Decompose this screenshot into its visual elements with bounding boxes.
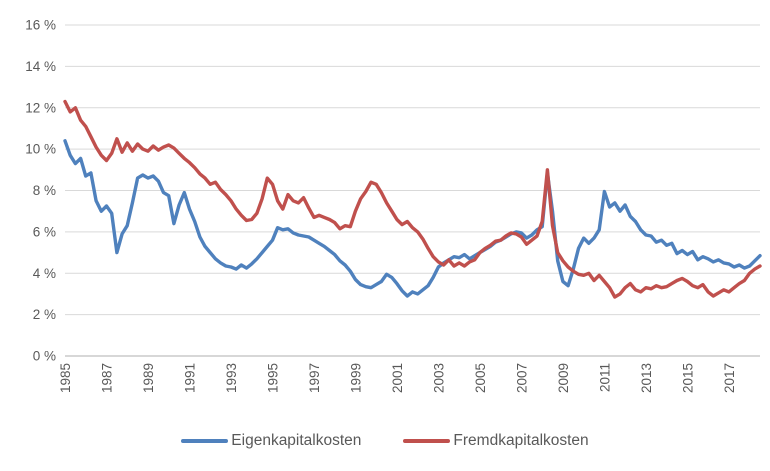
series-line-eigenkapitalkosten [63,139,762,298]
legend-label: Eigenkapitalkosten [231,432,362,449]
x-axis-tick-label: 1991 [182,363,197,393]
legend-line-swatch-red [403,438,451,444]
y-axis-tick-label: 14 % [25,59,56,74]
x-axis-tick-label: 1993 [224,363,239,393]
legend-label: Fremdkapitalkosten [453,432,589,449]
x-axis-tick-label: 1987 [99,363,114,393]
y-axis-tick-label: 2 % [33,307,56,322]
x-axis-tick-label: 1995 [265,363,280,393]
x-axis-tick-label: 1999 [348,363,363,393]
x-axis-tick-label: 2003 [431,363,446,393]
x-axis-tick-label: 2013 [639,363,654,393]
x-axis-tick-label: 1989 [141,363,156,393]
y-axis-tick-label: 0 % [33,349,56,364]
legend-line-swatch-blue [181,438,229,444]
x-axis-tick-label: 2015 [680,363,695,393]
x-axis-tick-label: 2009 [556,363,571,393]
x-axis-tick-label: 2007 [514,363,529,393]
y-axis-tick-label: 6 % [33,224,56,239]
legend: Eigenkapitalkosten Fremdkapitalkosten [0,415,770,467]
plot-region: 0 % 2 % 4 % 6 % 8 % 10 % 12 % 14 % 16 % 1985 1987 1… [25,18,762,393]
legend-item-eigenkapitalkosten: Eigenkapitalkosten [181,432,361,450]
x-axis-tick-label: 2017 [722,363,737,393]
y-axis-tick-label: 10 % [25,142,56,157]
x-axis-tick-label: 1985 [58,363,73,393]
x-axis-tick-label: 1997 [307,363,322,393]
x-axis-tick-label: 2005 [473,363,488,393]
legend-item-fremdkapitalkosten: Fremdkapitalkosten [403,432,589,450]
x-axis-tick-label: 2011 [597,363,612,392]
series-line-fremdkapitalkosten [63,99,762,299]
y-axis-tick-label: 4 % [33,266,56,281]
line-chart-svg: 0 % 2 % 4 % 6 % 8 % 10 % 12 % 14 % 16 % 1985 1987 1… [25,18,762,393]
x-axis-tick-label: 2001 [390,363,405,393]
y-axis-tick-label: 8 % [33,183,56,198]
y-axis-tick-label: 16 % [25,18,56,33]
y-axis-tick-label: 12 % [25,100,56,115]
